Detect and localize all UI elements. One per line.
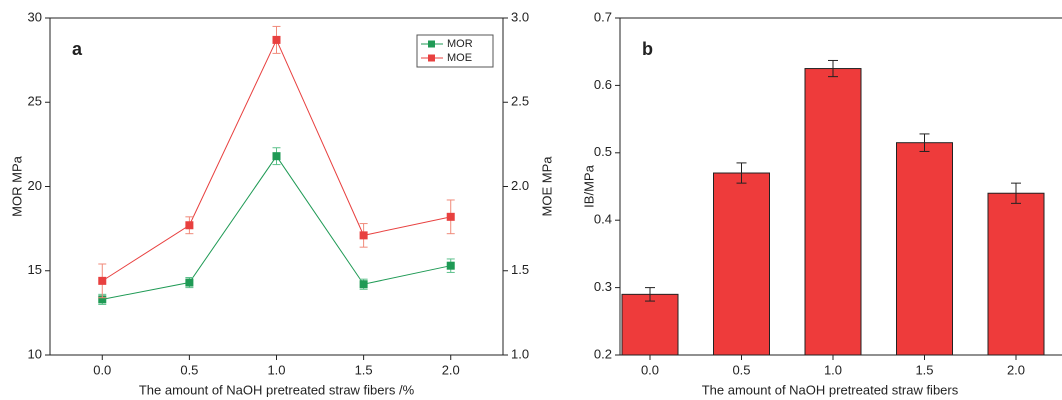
x-tick-label: 2.0: [442, 362, 460, 377]
bar: [713, 172, 770, 356]
y2-tick-label: 1.0: [511, 346, 529, 361]
x-tick-label: 0.0: [641, 362, 659, 377]
x-tick-label: 1.0: [267, 362, 285, 377]
marker: [185, 221, 194, 230]
legend-marker: [428, 40, 435, 48]
marker: [185, 278, 194, 287]
marker: [359, 231, 368, 240]
x-tick-label: 2.0: [1007, 362, 1025, 377]
y-tick-label: 0.7: [594, 9, 612, 24]
bar: [987, 192, 1045, 356]
marker: [98, 276, 107, 285]
legend-box: [416, 34, 494, 68]
legend-marker: [428, 54, 435, 62]
bar: [621, 293, 679, 356]
panel-label: b: [642, 39, 653, 59]
y-tick-label: 20: [28, 178, 42, 193]
y-axis-title: IB/MPa: [581, 164, 596, 207]
marker: [359, 280, 368, 289]
x-axis-title: The amount of NaOH pretreated straw fibe…: [702, 382, 959, 397]
y-tick-label: 15: [28, 262, 42, 277]
marker: [446, 212, 455, 221]
panel-label: a: [72, 39, 83, 59]
legend-label: MOR: [447, 38, 473, 50]
x-tick-label: 1.5: [915, 362, 933, 377]
bar: [804, 68, 862, 356]
marker: [446, 261, 455, 270]
y-tick-label: 10: [28, 346, 42, 361]
marker: [98, 295, 107, 304]
x-tick-label: 1.0: [824, 362, 842, 377]
y-tick-label: 0.5: [594, 144, 612, 159]
y2-tick-label: 1.5: [511, 262, 529, 277]
y-tick-label: 30: [28, 9, 42, 24]
x-tick-label: 1.5: [355, 362, 373, 377]
x-tick-label: 0.5: [732, 362, 750, 377]
y-axis-title: MOR MPa: [9, 155, 24, 216]
y2-axis-title: MOE MPa: [539, 156, 554, 217]
y-tick-label: 0.6: [594, 77, 612, 92]
legend-label: MOE: [447, 52, 472, 64]
x-tick-label: 0.5: [180, 362, 198, 377]
y-tick-label: 0.4: [594, 212, 612, 227]
y-tick-label: 25: [28, 94, 42, 109]
y-tick-label: 0.2: [594, 346, 612, 361]
y2-tick-label: 2.5: [511, 94, 529, 109]
bar: [896, 142, 953, 356]
x-tick-label: 0.0: [93, 362, 111, 377]
x-axis-title: The amount of NaOH pretreated straw fibe…: [139, 382, 415, 397]
y2-tick-label: 2.0: [511, 178, 529, 193]
marker: [272, 152, 281, 161]
plot-frame: [49, 17, 504, 356]
y2-tick-label: 3.0: [511, 9, 529, 24]
marker: [272, 35, 281, 44]
y-tick-label: 0.3: [594, 279, 612, 294]
